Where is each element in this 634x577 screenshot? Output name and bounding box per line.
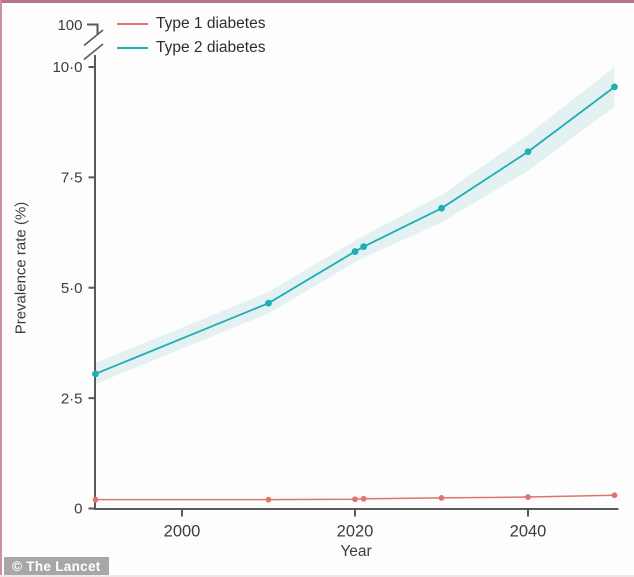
type2-line-swatch-icon [117,46,148,50]
legend-item-type2: Type 2 diabetes [117,36,265,60]
legend-item-type1: Type 1 diabetes [117,12,265,36]
x-axis-title: Year [340,543,372,560]
legend-label-type2: Type 2 diabetes [156,39,266,56]
y-axis-break-label: 100 [57,17,82,34]
axis-break-slash [83,29,104,47]
confidence-band [95,67,615,384]
data-point-series1 [352,496,358,503]
data-point-series2 [265,299,272,307]
lancet-watermark: © The Lancet [4,557,109,577]
data-point-series2 [611,83,618,91]
data-point-series1 [92,496,99,503]
axis-break-slash [83,43,104,61]
legend: Type 1 diabetes Type 2 diabetes [117,12,265,60]
y-axis-title: Prevalence rate (%) [12,201,30,335]
y-tick-label: 5·0 [61,280,83,297]
y-axis-break-tick [87,23,99,34]
data-point-series1 [611,492,618,499]
y-tick-label: 0 [74,501,82,518]
x-tick-label: 2000 [164,523,201,541]
data-point-series2 [351,248,359,255]
data-point-series2 [92,370,99,378]
y-tick-label: 2·5 [61,390,83,407]
data-point-series1 [438,495,445,501]
data-point-series2 [524,148,532,156]
data-point-series1 [360,495,367,502]
type1-line-swatch-icon [117,22,148,26]
page-border-top [0,0,634,3]
page-border-left [0,0,2,577]
data-point-series2 [438,204,445,212]
y-tick-label: 7·5 [61,170,83,187]
x-tick-label: 2020 [337,523,374,541]
legend-label-type1: Type 1 diabetes [156,15,266,32]
data-point-series2 [360,243,368,251]
page-border-bottom [0,575,634,577]
data-point-series1 [265,496,272,503]
x-tick-label: 2040 [510,523,547,541]
y-tick-label: 10·0 [52,59,82,76]
data-point-series1 [525,494,531,500]
